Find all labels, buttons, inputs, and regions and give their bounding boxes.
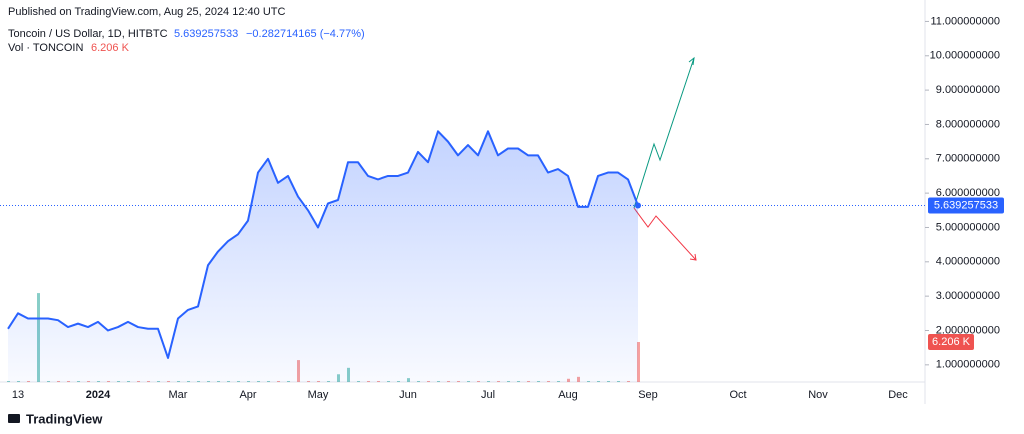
y-tick-label: 3.000000000 — [936, 290, 1000, 302]
arrow-head — [688, 56, 695, 66]
x-tick-label: Apr — [239, 389, 256, 401]
y-tick-label: 6.000000000 — [936, 187, 1000, 199]
y-tick-label: 9.000000000 — [936, 84, 1000, 96]
y-tick-label: 10.000000000 — [930, 50, 1000, 62]
legend-change: −0.282714165 (−4.77%) — [246, 28, 365, 40]
legend-volume: Vol · TONCOIN — [8, 42, 83, 54]
x-tick-label: 13 — [12, 389, 24, 401]
projection-down — [633, 207, 697, 261]
x-tick-label: 2024 — [86, 389, 111, 401]
volume-badge-label: 6.206 K — [932, 336, 971, 348]
brand: TradingView — [8, 411, 103, 426]
x-tick-label: Jun — [399, 389, 417, 401]
x-tick-label: May — [308, 389, 329, 401]
x-tick-label: Dec — [888, 389, 908, 401]
y-tick-label: 5.000000000 — [936, 221, 1000, 233]
last-price-badge — [928, 197, 1004, 214]
brand-text: TradingView — [26, 411, 103, 426]
y-tick-label: 7.000000000 — [936, 153, 1000, 165]
y-tick-label: 1.000000000 — [936, 359, 1000, 371]
x-tick-label: Mar — [169, 389, 188, 401]
price-area — [8, 131, 638, 382]
y-tick-label: 11.000000000 — [930, 15, 1000, 27]
legend-price: 5.639257533 — [174, 28, 238, 40]
last-price-dot — [635, 202, 641, 209]
x-tick-label: Sep — [638, 389, 658, 401]
y-tick-label: 4.000000000 — [936, 256, 1000, 268]
arrow-head — [689, 253, 697, 261]
y-tick-label: 8.000000000 — [936, 118, 1000, 130]
projection-up — [633, 57, 695, 209]
legend-title: Toncoin / US Dollar, 1D, HITBTC — [8, 28, 168, 40]
x-tick-label: Jul — [481, 389, 495, 401]
volume-bar — [637, 342, 640, 382]
legend-volume-value: 6.206 K — [91, 42, 130, 54]
x-tick-label: Aug — [558, 389, 578, 401]
x-tick-label: Nov — [808, 389, 828, 401]
published-note: Published on TradingView.com, Aug 25, 20… — [8, 6, 285, 18]
y-tick-label: 2.000000000 — [936, 324, 1000, 336]
last-price-label: 5.639257533 — [934, 199, 998, 211]
price-line — [7, 130, 639, 359]
volume-badge — [928, 334, 974, 351]
x-tick-label: Oct — [729, 389, 746, 401]
